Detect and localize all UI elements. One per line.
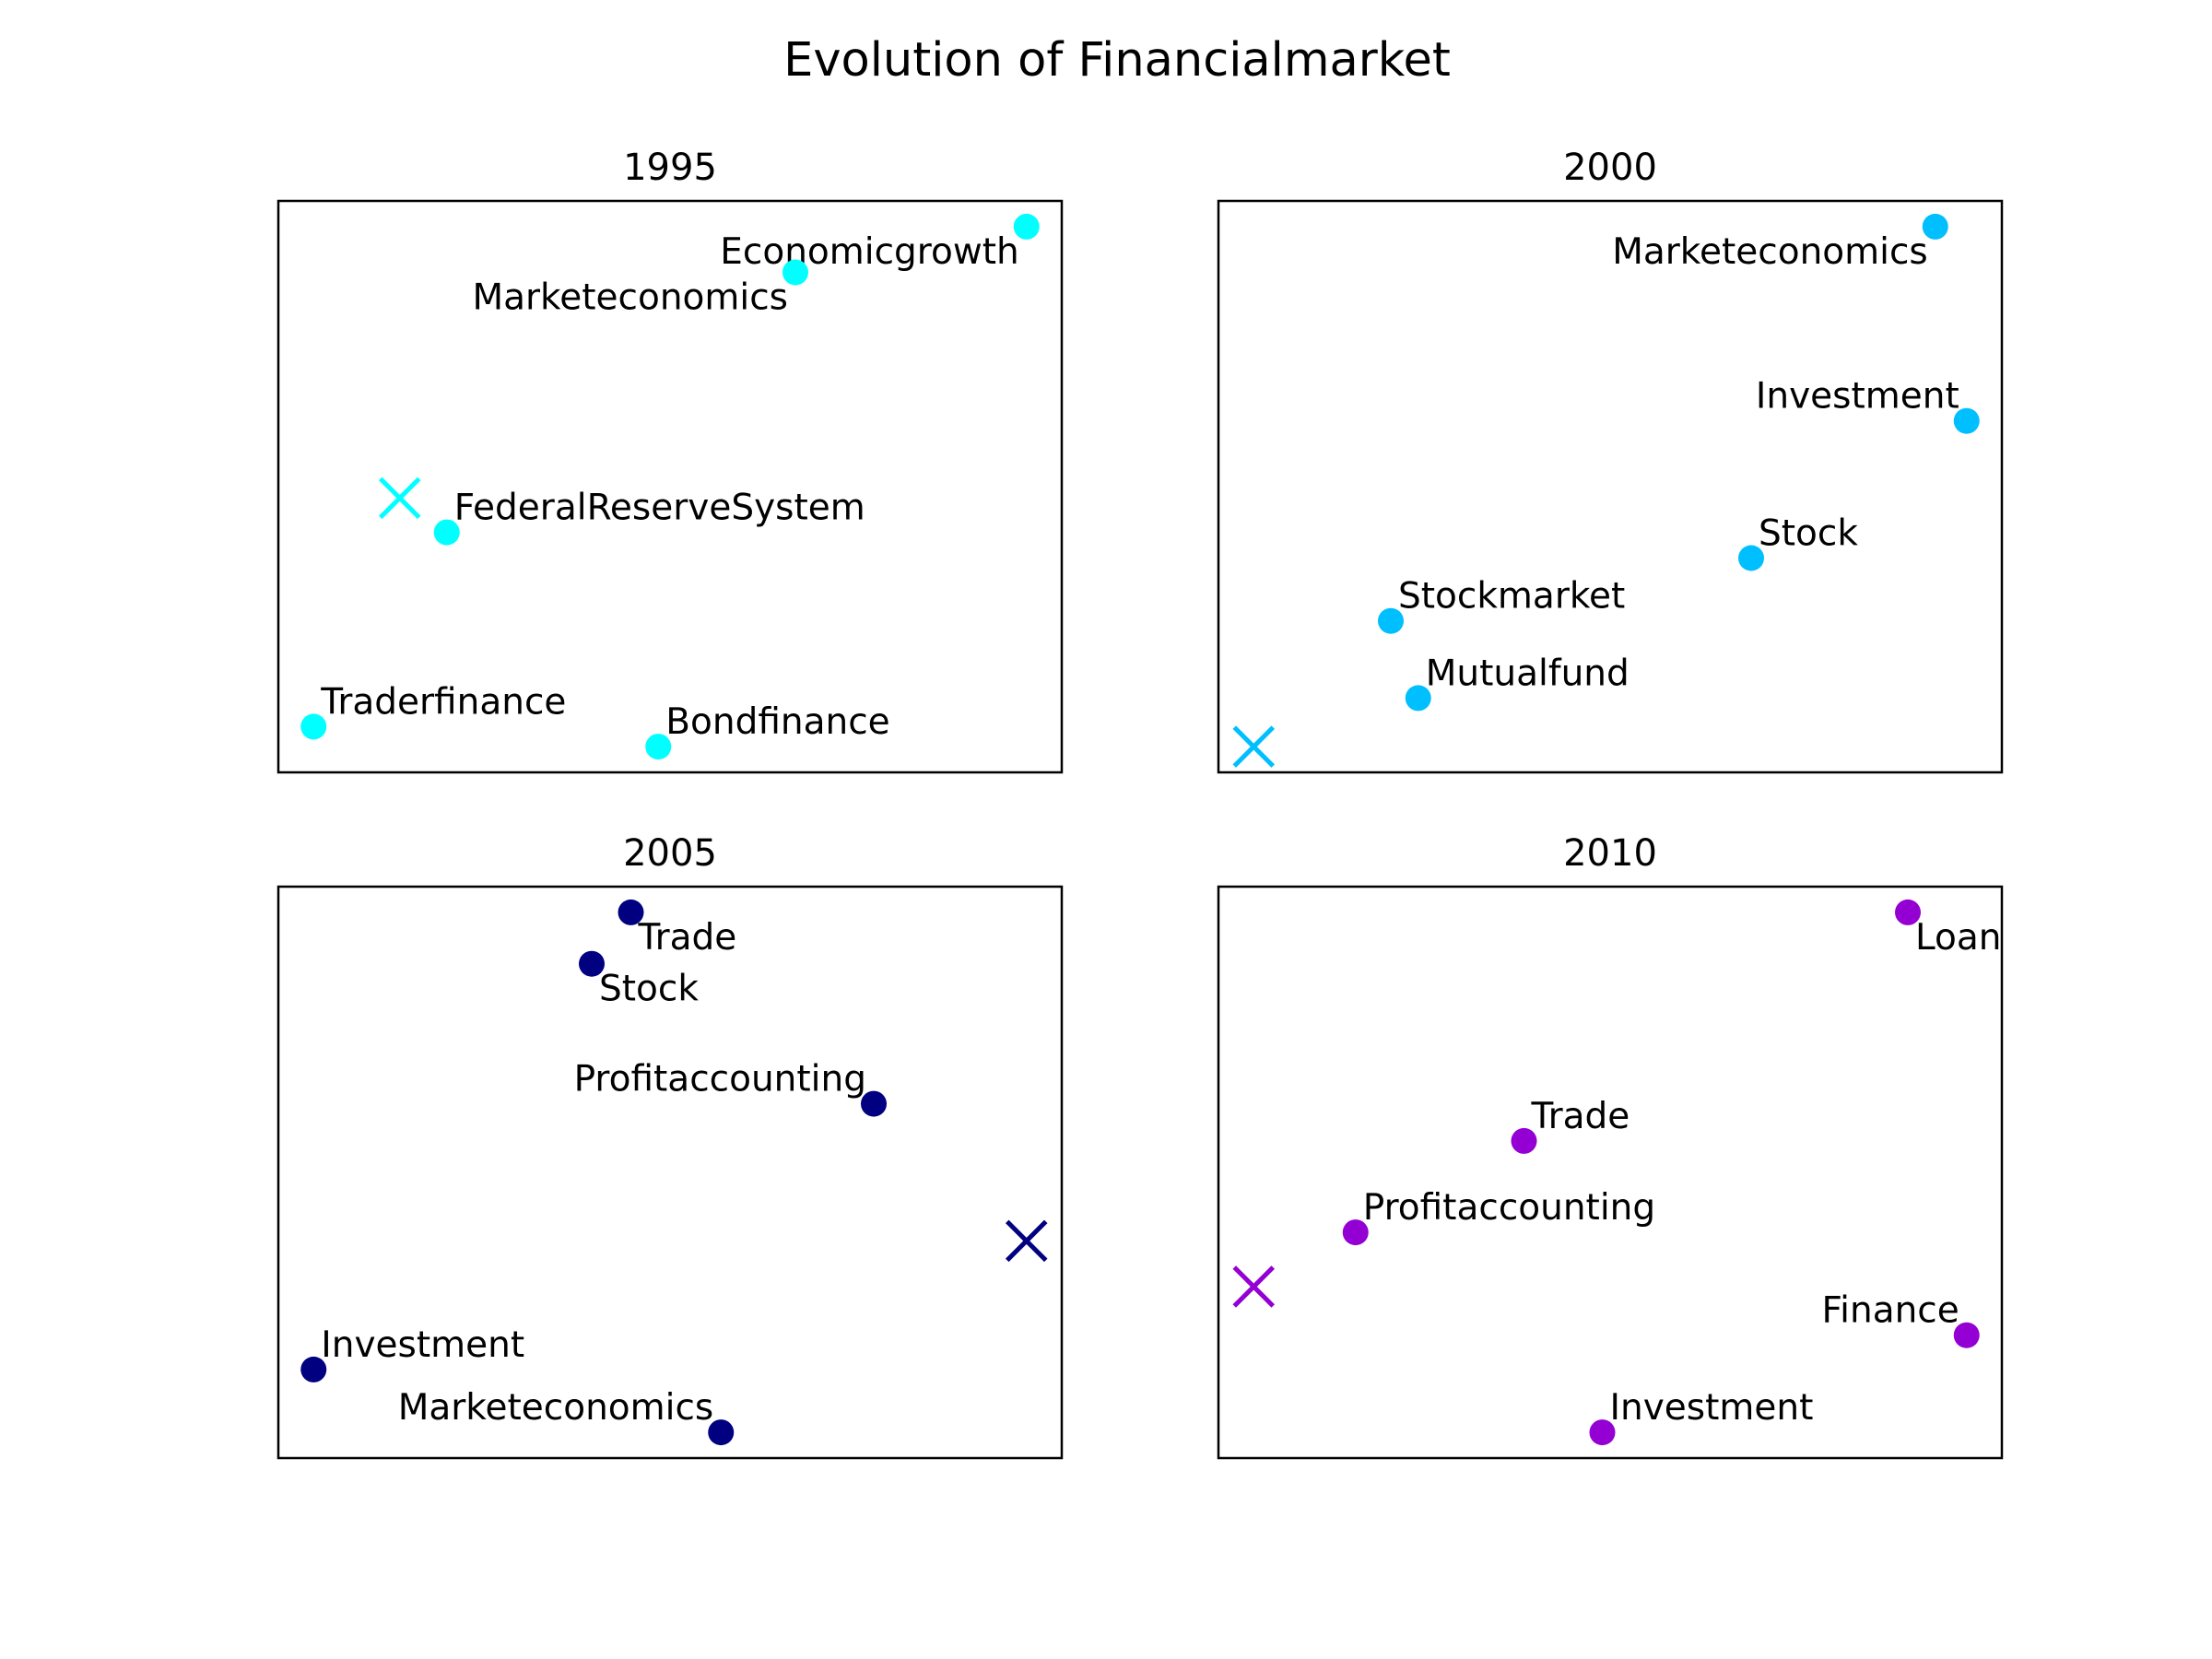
point-label: Loan bbox=[1915, 917, 2002, 959]
point-label: Profitaccounting bbox=[574, 1059, 866, 1100]
subplot-title: 2000 bbox=[1563, 147, 1657, 189]
x-marker bbox=[1232, 725, 1276, 768]
data-point bbox=[1013, 213, 1040, 240]
data-point bbox=[861, 1090, 887, 1117]
data-point bbox=[1953, 407, 1980, 434]
subplot-title: 2010 bbox=[1563, 832, 1657, 875]
subplot-2000: 2000 Marketeconomics Investment Stock Stockm… bbox=[1217, 147, 2004, 774]
point-label: Finance bbox=[1822, 1290, 1959, 1332]
data-point bbox=[708, 1419, 735, 1446]
subplots: 1995EconomicgrowthMarketeconomicsFederal… bbox=[276, 147, 2004, 1460]
point-label: Trade bbox=[638, 917, 737, 959]
data-point bbox=[300, 1356, 327, 1382]
data-point bbox=[1378, 607, 1404, 634]
point-label: Marketeconomics bbox=[398, 1387, 714, 1429]
subplot-frame bbox=[276, 199, 1064, 774]
point-label: Stock bbox=[1759, 513, 1858, 555]
point-label: FederalReserveSystem bbox=[454, 488, 865, 529]
data-point bbox=[300, 713, 327, 740]
subplot-frame bbox=[276, 885, 1064, 1460]
x-marker bbox=[1005, 1219, 1048, 1263]
point-label: Investment bbox=[1756, 376, 1959, 418]
chart-title: Evolution of Financialmarket bbox=[783, 33, 1451, 88]
point-label: Marketeconomics bbox=[472, 277, 788, 319]
point-label: Investment bbox=[1610, 1387, 1814, 1429]
subplot-title: 1995 bbox=[623, 147, 717, 189]
data-point bbox=[1953, 1322, 1980, 1348]
data-point bbox=[1589, 1419, 1616, 1446]
point-label: Mutualfund bbox=[1426, 653, 1630, 694]
data-point bbox=[1405, 685, 1431, 712]
point-label: Investment bbox=[321, 1324, 524, 1366]
data-point bbox=[1922, 213, 1948, 240]
subplot-frame bbox=[1217, 885, 2004, 1460]
subplot-2005: 2005 Trade Stock Profitaccounting Investment… bbox=[276, 832, 1064, 1460]
x-marker bbox=[1232, 1265, 1276, 1308]
point-label: Bondfinance bbox=[665, 701, 889, 743]
data-point bbox=[782, 259, 808, 286]
x-marker bbox=[378, 477, 421, 520]
data-point bbox=[1738, 545, 1764, 571]
data-point bbox=[645, 734, 672, 760]
data-point bbox=[618, 899, 644, 925]
point-label: Stockmarket bbox=[1398, 576, 1625, 618]
data-point bbox=[1511, 1127, 1537, 1154]
data-point bbox=[433, 519, 460, 546]
subplot-frame bbox=[1217, 199, 2004, 774]
point-label: Trade bbox=[1531, 1096, 1630, 1137]
point-label: Profitaccounting bbox=[1363, 1187, 1655, 1229]
point-label: Stock bbox=[599, 969, 699, 1010]
point-label: Economicgrowth bbox=[720, 231, 1019, 273]
subplot-title: 2005 bbox=[623, 832, 717, 875]
subplot-2010: 2010 Loan Trade Profitaccounting Finance Inve… bbox=[1217, 832, 2004, 1460]
point-label: Traderfinance bbox=[320, 681, 566, 723]
data-point bbox=[579, 950, 605, 977]
point-label: Marketeconomics bbox=[1612, 231, 1928, 273]
data-point bbox=[1342, 1219, 1369, 1246]
data-point bbox=[1895, 899, 1921, 925]
